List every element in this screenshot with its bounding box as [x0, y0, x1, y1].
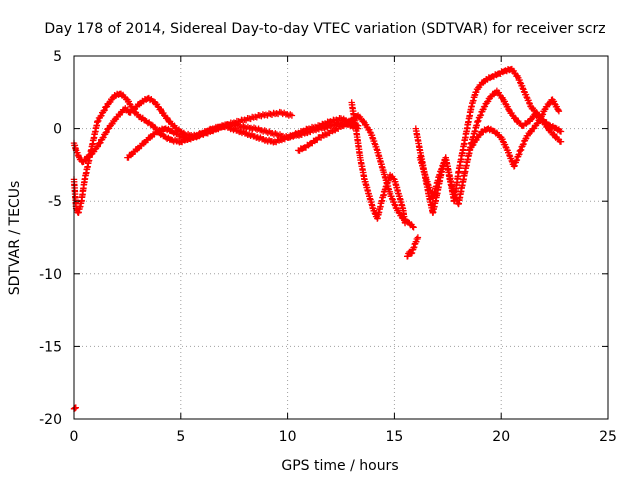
y-tick-label: 0: [53, 122, 62, 138]
series-markers: [404, 234, 422, 260]
series-markers: [416, 87, 565, 208]
x-axis-label: GPS time / hours: [281, 458, 398, 474]
y-tick-label: -20: [39, 412, 62, 428]
chart-title: Day 178 of 2014, Sidereal Day-to-day VTE…: [44, 21, 605, 37]
y-tick-label: -5: [48, 194, 62, 210]
series-markers: [70, 404, 79, 412]
x-tick-label: 25: [599, 429, 617, 445]
series-markers: [466, 96, 563, 170]
plot-frame: [73, 55, 609, 420]
grid: [74, 56, 608, 419]
y-tick-label: -10: [39, 267, 62, 283]
data-points: [70, 65, 565, 412]
y-tick-label: -15: [39, 339, 62, 355]
x-tick-label: 0: [70, 429, 79, 445]
series-track-i: [466, 96, 563, 170]
series-markers: [348, 99, 409, 227]
x-tick-label: 5: [176, 429, 185, 445]
axis-ticks: 0 5 10 15 20 25 -20 -15 -10 -5 0 5: [39, 49, 617, 445]
x-tick-label: 15: [385, 429, 403, 445]
series-markers: [124, 119, 362, 161]
series-track-h: [416, 87, 565, 208]
x-tick-label: 20: [492, 429, 510, 445]
series-outlier: [70, 404, 79, 412]
series-track-c: [124, 119, 362, 161]
y-axis-label: SDTVAR / TECUs: [7, 181, 23, 296]
series-markers: [70, 90, 362, 216]
series-track-f: [404, 234, 422, 260]
series-track-e: [348, 99, 409, 227]
x-tick-label: 10: [279, 429, 297, 445]
series-track-a: [70, 90, 362, 216]
y-tick-label: 5: [53, 49, 62, 65]
